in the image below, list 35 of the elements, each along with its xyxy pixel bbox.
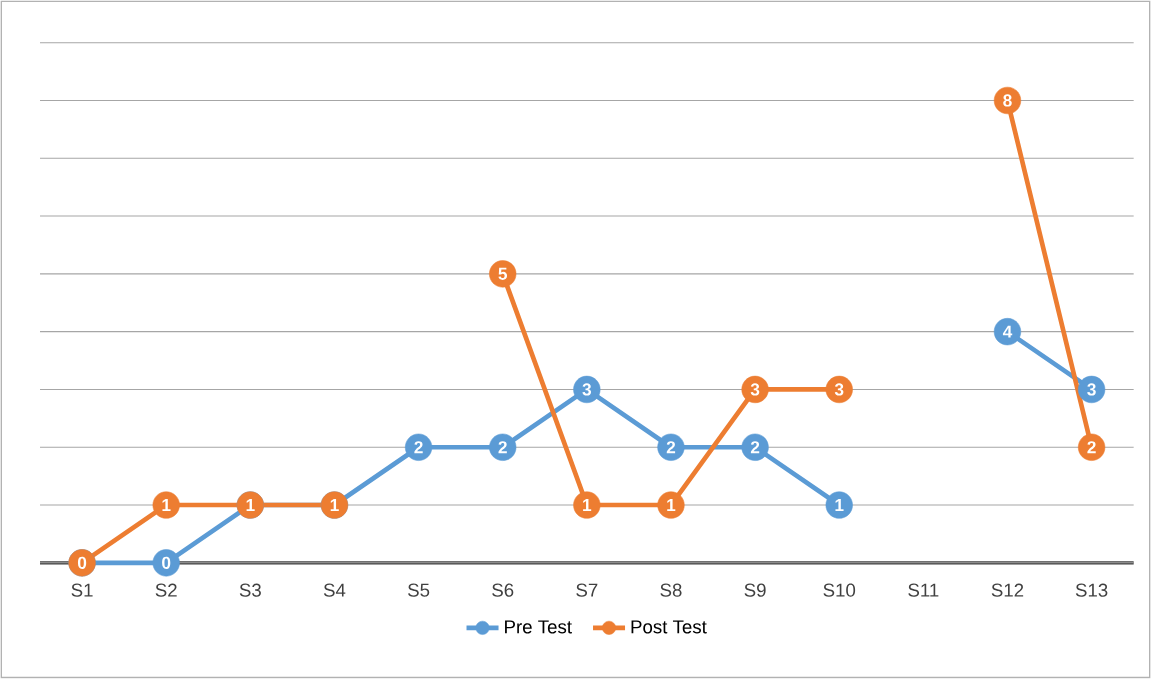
x-tick-label: S9 — [744, 583, 766, 597]
data-label: 3 — [582, 383, 592, 396]
data-label: 2 — [750, 441, 760, 454]
data-label: 1 — [330, 499, 339, 512]
data-label: 2 — [666, 441, 676, 454]
data-label: 4 — [1002, 325, 1013, 338]
data-label: 5 — [498, 267, 508, 280]
x-tick-label: S1 — [71, 583, 93, 597]
x-tick-label: S8 — [660, 583, 682, 597]
data-label: 1 — [162, 499, 171, 512]
data-label: 1 — [835, 499, 844, 512]
x-tick-label: S2 — [155, 583, 177, 597]
data-label: 0 — [162, 556, 171, 570]
x-tick-label: S5 — [408, 583, 430, 597]
data-label: 2 — [1087, 441, 1096, 454]
x-tick-label: S4 — [323, 583, 346, 597]
x-tick-label: S13 — [1075, 583, 1108, 597]
x-tick-label: S11 — [908, 583, 939, 597]
data-label: 2 — [414, 441, 423, 454]
data-label: 3 — [834, 383, 844, 396]
legend-label: Pre Test — [505, 620, 572, 634]
data-label: 3 — [1087, 383, 1096, 396]
x-tick-label: S10 — [823, 583, 856, 597]
x-tick-label: S6 — [492, 583, 514, 597]
data-label: 3 — [750, 383, 760, 396]
legend-label: Post Test — [631, 620, 707, 634]
data-label: 2 — [498, 441, 507, 454]
data-label: 1 — [246, 499, 255, 512]
x-tick-label: S7 — [576, 583, 598, 597]
data-label: 0 — [77, 556, 87, 570]
data-label: 8 — [1003, 94, 1012, 107]
x-tick-label: S12 — [991, 583, 1024, 597]
data-label: 1 — [667, 499, 676, 512]
data-label: 1 — [583, 499, 592, 512]
x-tick-label: S3 — [239, 583, 261, 597]
